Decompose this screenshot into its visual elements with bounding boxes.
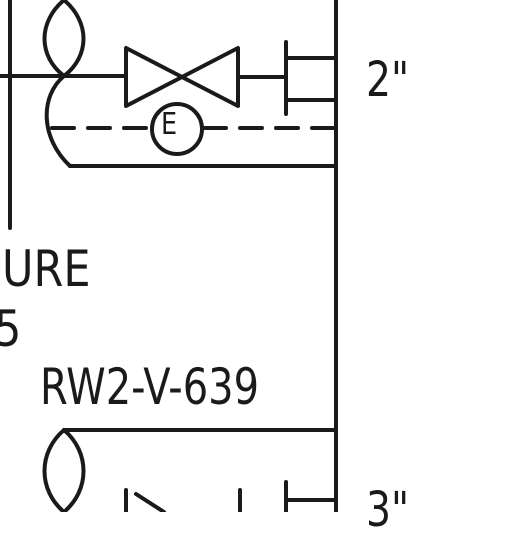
piping-diagram [0,0,338,512]
pipe-size-label-top: 2" [366,52,410,108]
instrument-bubble-icon [150,102,204,156]
instrument-letter-label: E [161,107,178,142]
blind-flange-top-icon [284,40,338,116]
blind-flange-bottom-icon [284,480,338,512]
pipe-break-bottom-icon [42,428,86,512]
valve-tag-label: RW2-V-639 [40,358,260,416]
gate-valve-icon [124,46,240,108]
angle-valve-bottom-icon [124,488,242,512]
pipe-size-label-bottom: 3" [366,482,410,538]
partial-label-ure: URE [2,240,91,298]
pipe-break-top-icon [42,0,86,168]
partial-label-5: 5 [0,304,21,354]
